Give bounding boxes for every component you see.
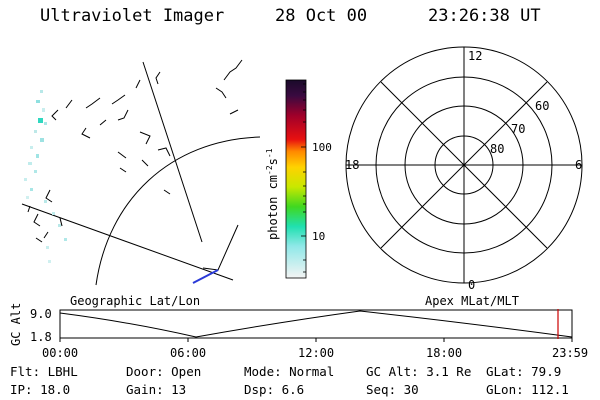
- color-bar-ticks: [301, 83, 306, 273]
- altitude-ytick-bottom: 1.8: [30, 330, 52, 344]
- geographic-map: [21, 59, 261, 286]
- xtick-1800: 18:00: [426, 346, 463, 360]
- info-glon: GLon: 112.1: [486, 382, 569, 397]
- meridian-line: [142, 61, 203, 243]
- mlt-label-0: 0: [468, 278, 475, 292]
- info-ip: IP: 18.0: [10, 382, 71, 397]
- info-gain: Gain: 13: [126, 382, 187, 397]
- info-mode: Mode: Normal: [244, 364, 335, 379]
- apex-panel-label: Apex MLat/MLT: [425, 294, 519, 308]
- mlt-label-12: 12: [468, 49, 482, 63]
- time-label: 23:26:38 UT: [428, 6, 541, 26]
- altitude-axis-title: GC Alt: [9, 303, 23, 346]
- aurora-emission: [24, 90, 67, 263]
- xtick-0000: 00:00: [42, 346, 79, 360]
- track-segment: [192, 269, 219, 284]
- xtick-2359: 23:59: [552, 346, 589, 360]
- date-label: 28 Oct 00: [275, 6, 368, 26]
- colorbar-unit-label: photon cm-2s-1: [265, 148, 280, 240]
- map-arc: [95, 136, 261, 286]
- mlt-diagonal-b: [380, 81, 548, 249]
- altitude-ytick-top: 9.0: [30, 307, 52, 321]
- altitude-curve: [59, 310, 573, 338]
- polar-plot: [345, 46, 583, 284]
- info-seq: Seq: 30: [366, 382, 419, 397]
- color-bar: [285, 79, 307, 279]
- mlat-label-80: 80: [490, 142, 504, 156]
- altitude-xticks: [59, 338, 573, 342]
- xtick-1200: 12:00: [298, 346, 335, 360]
- mlat-label-60: 60: [535, 99, 549, 113]
- instrument-title: Ultraviolet Imager: [40, 6, 225, 26]
- xtick-0600: 06:00: [170, 346, 207, 360]
- altitude-plot-frame: [59, 309, 573, 339]
- info-filter: Flt: LBHL: [10, 364, 78, 379]
- mlt-label-6: 6: [575, 158, 582, 172]
- info-gc-alt: GC Alt: 3.1 Re: [366, 364, 472, 379]
- geographic-panel-label: Geographic Lat/Lon: [70, 294, 201, 308]
- map-wedge: [202, 224, 239, 271]
- info-glat: GLat: 79.9: [486, 364, 562, 379]
- latitude-line: [21, 203, 234, 281]
- info-dsp: Dsp: 6.6: [244, 382, 305, 397]
- colorbar-tick-10: 10: [312, 230, 325, 243]
- info-door: Door: Open: [126, 364, 202, 379]
- colorbar-tick-100: 100: [312, 141, 332, 154]
- mlt-label-18: 18: [345, 158, 359, 172]
- mlat-label-70: 70: [511, 122, 525, 136]
